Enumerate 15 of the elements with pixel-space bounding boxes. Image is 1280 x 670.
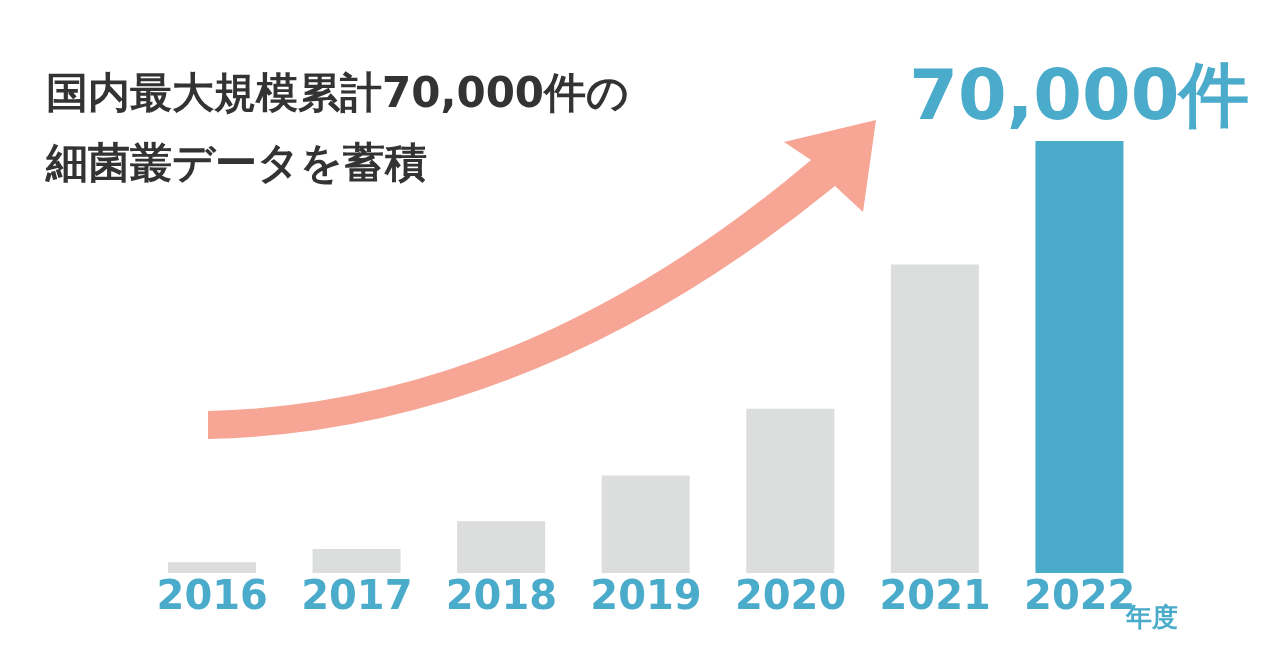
x-tick-label: 2016 [156, 572, 268, 619]
x-tick-label: 2021 [879, 572, 991, 619]
data-label: 70,000件 [909, 54, 1250, 136]
x-tick-label: 2017 [301, 572, 413, 619]
bar [457, 521, 546, 573]
bar [1035, 141, 1124, 573]
bar [746, 408, 835, 573]
bar [168, 562, 256, 573]
x-tick-label: 2018 [445, 572, 558, 619]
bar [601, 475, 690, 573]
chart-title: 国内最大規模累計70,000件の細菌叢データを蓄積 [46, 67, 631, 189]
bar [312, 548, 401, 573]
bar [890, 264, 979, 573]
x-tick-label: 2019 [590, 572, 702, 619]
x-tick-label: 2020 [734, 572, 847, 619]
